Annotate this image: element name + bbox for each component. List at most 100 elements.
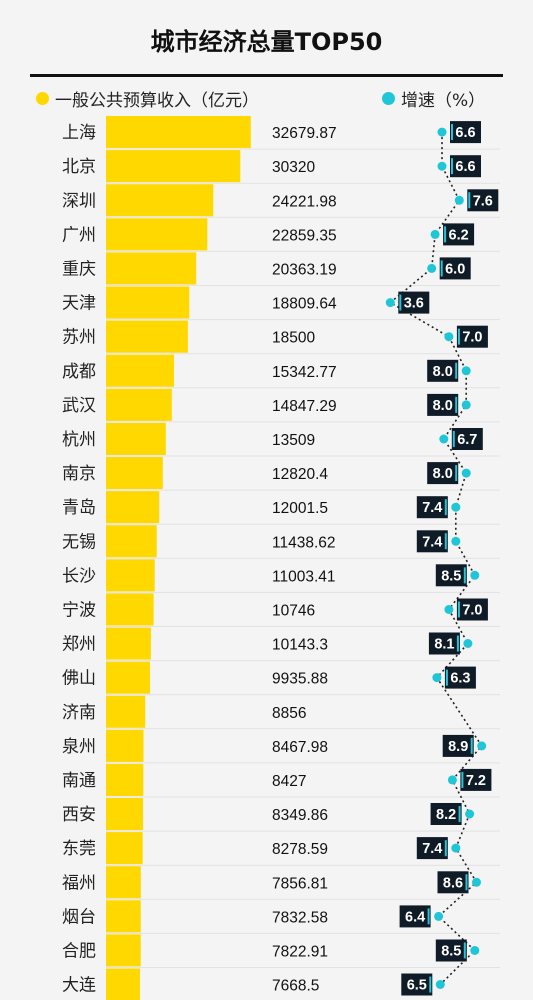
- growth-dot: [477, 741, 487, 751]
- growth-badge: [456, 325, 488, 348]
- revenue-bar: [106, 218, 208, 251]
- growth-value-label: 7.0: [462, 603, 482, 619]
- city-label: 长沙: [62, 566, 96, 586]
- legend-growth: 增速（%）: [382, 86, 486, 111]
- revenue-value-label: 7822.91: [272, 943, 328, 960]
- growth-value-label: 6.7: [457, 432, 477, 448]
- row-labels: 上海 32679.87 北京 30320 深圳 24221.98 广州 22859.35 重庆 2…: [62, 123, 337, 995]
- growth-dots: [385, 127, 487, 989]
- growth-dot: [470, 946, 480, 955]
- growth-value-label: 7.4: [422, 534, 442, 550]
- growth-badge: [443, 223, 475, 246]
- revenue-bar: [106, 900, 141, 933]
- growth-value-label: 7.0: [462, 330, 482, 346]
- growth-value-label: 8.6: [443, 875, 463, 891]
- city-label: 无锡: [62, 532, 96, 552]
- growth-value-label: 6.0: [445, 261, 465, 277]
- revenue-value-label: 18500: [272, 330, 315, 347]
- revenue-value-label: 12001.5: [272, 500, 328, 517]
- revenue-value-label: 10143.3: [272, 637, 328, 654]
- growth-badge: [467, 189, 499, 212]
- city-label: 广州: [62, 225, 96, 245]
- city-label: 郑州: [62, 635, 96, 655]
- revenue-value-label: 8349.86: [272, 807, 328, 824]
- growth-dot: [465, 809, 475, 819]
- growth-badge: [427, 359, 459, 382]
- city-label: 重庆: [62, 259, 96, 279]
- revenue-bar: [106, 934, 141, 967]
- city-label: 青岛: [62, 498, 96, 518]
- title-divider: [30, 74, 503, 77]
- growth-badge: [442, 734, 474, 757]
- growth-dot: [432, 673, 442, 683]
- city-label: 合肥: [62, 941, 96, 961]
- growth-value-label: 8.0: [433, 466, 453, 482]
- growth-value-label: 6.3: [450, 671, 470, 687]
- revenue-bar: [106, 763, 144, 796]
- growth-badge: [451, 428, 483, 450]
- growth-badge: [437, 871, 469, 894]
- legend-growth-label: 增速（%）: [401, 90, 486, 111]
- row-backgrounds: [106, 148, 500, 968]
- page-title: 城市经济总量TOP50: [150, 28, 383, 56]
- growth-value-label: 8.0: [433, 398, 453, 414]
- revenue-bar: [106, 184, 214, 217]
- growth-value-label: 8.5: [441, 568, 461, 584]
- growth-value-label: 6.6: [455, 159, 475, 175]
- revenue-bar: [106, 627, 151, 660]
- growth-badge: [435, 939, 467, 962]
- city-label: 泉州: [62, 737, 96, 757]
- growth-badge: [416, 530, 448, 553]
- growth-dot: [435, 980, 445, 989]
- city-label: 南通: [62, 771, 96, 791]
- growth-dot: [444, 332, 454, 342]
- revenue-bar: [106, 968, 140, 1000]
- growth-dot: [439, 434, 449, 444]
- revenue-bar: [106, 354, 174, 387]
- growth-value-label: 8.9: [448, 739, 468, 755]
- growth-badge: [428, 632, 460, 655]
- revenue-value-label: 7668.5: [272, 978, 319, 995]
- revenue-bar: [106, 866, 141, 899]
- growth-dot: [451, 843, 461, 853]
- growth-badge: [460, 768, 492, 791]
- city-label: 苏州: [62, 328, 96, 348]
- growth-dot: [437, 161, 447, 171]
- city-label: 深圳: [62, 191, 96, 211]
- growth-badges: 6.6 6.6 7.6 6.2 6.0 3.6 7.0 8.0 8.0 6.7 8.0 7.4 7.4 8…: [398, 121, 499, 996]
- growth-badge: [450, 155, 481, 178]
- growth-badge: [401, 973, 433, 996]
- revenue-bar: [106, 286, 190, 319]
- revenue-bar: [106, 388, 172, 421]
- city-label: 杭州: [62, 430, 96, 450]
- revenue-bar: [106, 150, 241, 183]
- growth-value-label: 8.1: [434, 637, 454, 653]
- growth-dot: [427, 263, 437, 273]
- revenue-value-label: 11003.41: [272, 568, 336, 585]
- growth-badge: [398, 291, 430, 314]
- growth-value-label: 8.5: [441, 944, 461, 960]
- revenue-value-label: 12820.4: [272, 466, 328, 483]
- revenue-bar: [106, 525, 157, 558]
- city-label: 宁波: [62, 600, 96, 620]
- city-label: 佛山: [62, 669, 96, 689]
- city-label: 武汉: [62, 396, 96, 416]
- city-label: 成都: [62, 362, 96, 382]
- growth-dot: [470, 570, 480, 580]
- revenue-value-label: 8467.98: [272, 739, 328, 756]
- revenue-value-label: 10746: [272, 602, 315, 619]
- growth-value-label: 8.0: [433, 364, 453, 380]
- revenue-value-label: 30320: [272, 159, 315, 176]
- growth-badge: [435, 564, 467, 587]
- city-label: 上海: [62, 123, 96, 143]
- revenue-bar: [106, 320, 188, 353]
- city-label: 济南: [62, 703, 96, 723]
- growth-value-label: 6.4: [405, 909, 425, 925]
- growth-badge: [444, 666, 476, 689]
- revenue-bar: [106, 661, 150, 694]
- growth-dot: [444, 605, 454, 614]
- growth-dot: [434, 911, 444, 921]
- growth-dot: [451, 502, 461, 512]
- revenue-bars: [106, 116, 251, 1000]
